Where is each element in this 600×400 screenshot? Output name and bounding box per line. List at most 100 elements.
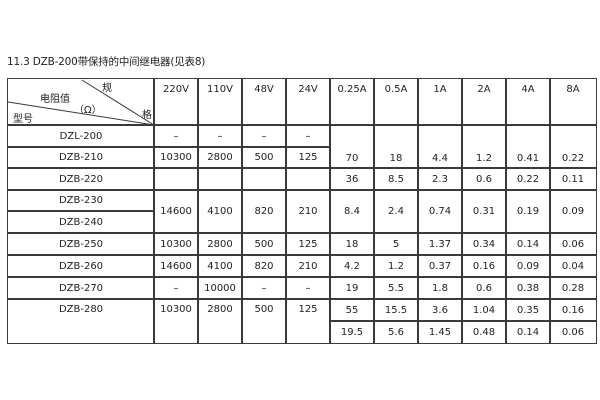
- voltage-value-cell-text: –: [217, 130, 223, 142]
- voltage-value-cell-text: –: [261, 282, 267, 294]
- current-value-cell: 0.35: [505, 298, 551, 322]
- current-value-cell: 0.34: [461, 232, 507, 256]
- current-value-cell: 19: [329, 276, 375, 300]
- model-cell: DZB-210: [7, 146, 155, 169]
- current-value-cell-text: 3.6: [432, 304, 448, 316]
- current-value-cell-text: 55: [345, 304, 359, 316]
- current-value-cell-text: 1.2: [388, 260, 404, 272]
- current-value-cell: 0.48: [461, 320, 507, 344]
- voltage-value-cell-text: –: [305, 130, 311, 142]
- current-value-cell: 5.6: [373, 320, 419, 344]
- voltage-value-cell: 2800: [197, 146, 243, 169]
- voltage-value-cell-text: 820: [254, 260, 274, 272]
- column-header: 0.5A: [373, 78, 419, 126]
- current-value-cell-text: 0.16: [561, 304, 585, 316]
- current-value-cell: 0.16: [549, 298, 597, 322]
- current-value-cell: 1.2: [373, 254, 419, 278]
- current-value-cell: 0.6: [461, 167, 507, 191]
- column-header: 24V: [285, 78, 331, 126]
- voltage-value-cell-text: 10300: [160, 152, 192, 163]
- model-cell-text: DZB-260: [58, 260, 104, 272]
- current-value-cell: 0.22: [549, 124, 597, 169]
- current-value-cell: 3.6: [417, 298, 463, 322]
- model-cell-text: DZB-250: [58, 238, 104, 250]
- column-header-text: 110V: [207, 84, 233, 96]
- current-value-cell-text: 0.74: [428, 206, 452, 217]
- current-value-cell: 0.22: [505, 167, 551, 191]
- current-value-cell-text: 0.35: [516, 304, 540, 316]
- current-value-cell-text: 0.37: [428, 260, 452, 272]
- voltage-value-cell-text: 14600: [160, 260, 192, 272]
- voltage-value-cell: –: [153, 276, 199, 300]
- current-value-cell-text: 36: [345, 173, 359, 185]
- current-value-cell: 0.37: [417, 254, 463, 278]
- current-value-cell-text: 0.38: [516, 282, 540, 294]
- voltage-value-cell: –: [285, 276, 331, 300]
- current-value-cell: 1.8: [417, 276, 463, 300]
- voltage-value-cell: 210: [285, 189, 331, 234]
- current-value-cell-text: 0.16: [472, 260, 496, 272]
- voltage-value-cell-text: 125: [298, 152, 318, 163]
- column-header-text: 48V: [254, 84, 274, 96]
- voltage-value-cell-text: 500: [254, 152, 274, 163]
- current-value-cell-text: 1.04: [472, 304, 496, 316]
- voltage-value-cell: 10300: [153, 232, 199, 256]
- current-value-cell-text: 4.4: [432, 152, 448, 164]
- current-value-cell-text: 19.5: [340, 326, 364, 338]
- current-value-cell-text: 5: [392, 238, 400, 250]
- voltage-value-cell: 10300: [153, 298, 199, 344]
- current-value-cell: 0.14: [505, 232, 551, 256]
- current-value-cell-text: 0.14: [516, 238, 540, 250]
- current-value-cell: 5.5: [373, 276, 419, 300]
- corner-header-cell: [7, 78, 155, 126]
- model-cell-text: DZB-280: [58, 304, 104, 316]
- column-header: 1A: [417, 78, 463, 126]
- voltage-value-cell: 2800: [197, 298, 243, 344]
- model-cell: DZL-200: [7, 124, 155, 148]
- current-value-cell-text: 0.6: [476, 282, 492, 294]
- current-value-cell: 5: [373, 232, 419, 256]
- model-cell: DZB-230: [7, 189, 155, 212]
- current-value-cell: 0.04: [549, 254, 597, 278]
- current-value-cell: 0.74: [417, 189, 463, 234]
- voltage-value-cell-text: –: [261, 130, 267, 142]
- voltage-value-cell-text: 4100: [207, 206, 233, 217]
- voltage-value-cell-text: 14600: [160, 206, 192, 217]
- current-value-cell: 0.38: [505, 276, 551, 300]
- model-cell-text: DZB-210: [58, 152, 104, 163]
- current-value-cell: 8.4: [329, 189, 375, 234]
- current-value-cell: 0.09: [505, 254, 551, 278]
- current-value-cell-text: 0.19: [516, 206, 540, 217]
- voltage-value-cell: –: [153, 124, 199, 148]
- current-value-cell-text: 0.31: [472, 206, 496, 217]
- column-header: 0.25A: [329, 78, 375, 126]
- current-value-cell: 0.06: [549, 232, 597, 256]
- current-value-cell-text: 70: [345, 152, 359, 164]
- current-value-cell-text: 1.45: [428, 326, 452, 338]
- column-header-text: 0.25A: [337, 84, 367, 96]
- voltage-value-cell-text: –: [305, 282, 311, 294]
- voltage-value-cell-text: 2800: [207, 238, 233, 250]
- current-value-cell-text: 1.2: [476, 152, 492, 164]
- voltage-value-cell: 500: [241, 232, 287, 256]
- current-value-cell-text: 8.4: [344, 206, 360, 217]
- voltage-value-cell-text: 4100: [207, 260, 233, 272]
- empty-cell: [197, 167, 243, 191]
- voltage-value-cell: 820: [241, 189, 287, 234]
- voltage-value-cell-text: 125: [298, 238, 318, 250]
- voltage-value-cell: 14600: [153, 254, 199, 278]
- current-value-cell-text: 0.09: [561, 206, 585, 217]
- model-cell: DZB-280: [7, 298, 155, 344]
- current-value-cell-text: 0.22: [561, 152, 585, 164]
- current-value-cell-text: 5.5: [388, 282, 404, 294]
- current-value-cell: 0.41: [505, 124, 551, 169]
- current-value-cell-text: 15.5: [384, 304, 408, 316]
- current-value-cell: 15.5: [373, 298, 419, 322]
- current-value-cell-text: 1.37: [428, 238, 452, 250]
- column-header: 2A: [461, 78, 507, 126]
- current-value-cell-text: 0.04: [561, 260, 585, 272]
- model-cell-text: DZB-240: [58, 216, 104, 228]
- model-cell-text: DZL-200: [59, 130, 103, 142]
- model-cell: DZB-260: [7, 254, 155, 278]
- corner-unit-label: （Ω）: [74, 105, 102, 116]
